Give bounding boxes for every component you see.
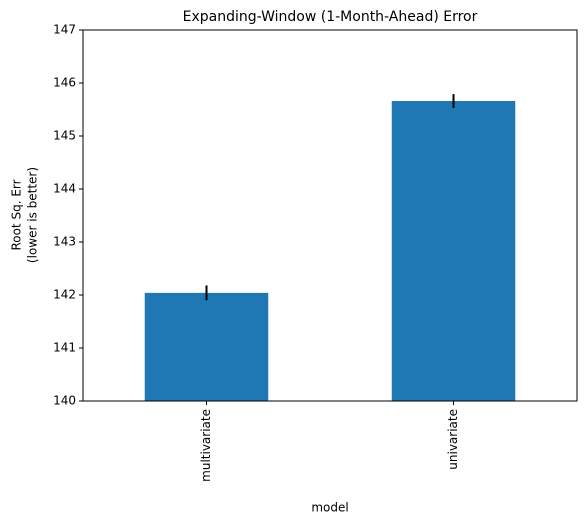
y-tick-label: 142 <box>53 288 76 302</box>
y-tick-label: 145 <box>53 129 76 143</box>
y-tick-label: 146 <box>53 76 76 90</box>
x-tick-label: univariate <box>446 409 460 470</box>
y-tick-label: 143 <box>53 235 76 249</box>
bar <box>144 292 269 401</box>
y-axis-label: Root Sq. Err <box>10 179 24 250</box>
y-tick-label: 141 <box>53 341 76 355</box>
y-tick-label: 144 <box>53 182 76 196</box>
y-axis-label: (lower is better) <box>26 167 40 263</box>
x-tick-label: multivariate <box>199 409 213 482</box>
x-axis-label: model <box>311 501 348 515</box>
plot-frame <box>82 29 578 402</box>
y-tick-label: 147 <box>53 23 76 37</box>
y-tick-label: 140 <box>53 394 76 408</box>
bar <box>391 101 516 402</box>
chart-title: Expanding-Window (1-Month-Ahead) Error <box>183 9 478 25</box>
